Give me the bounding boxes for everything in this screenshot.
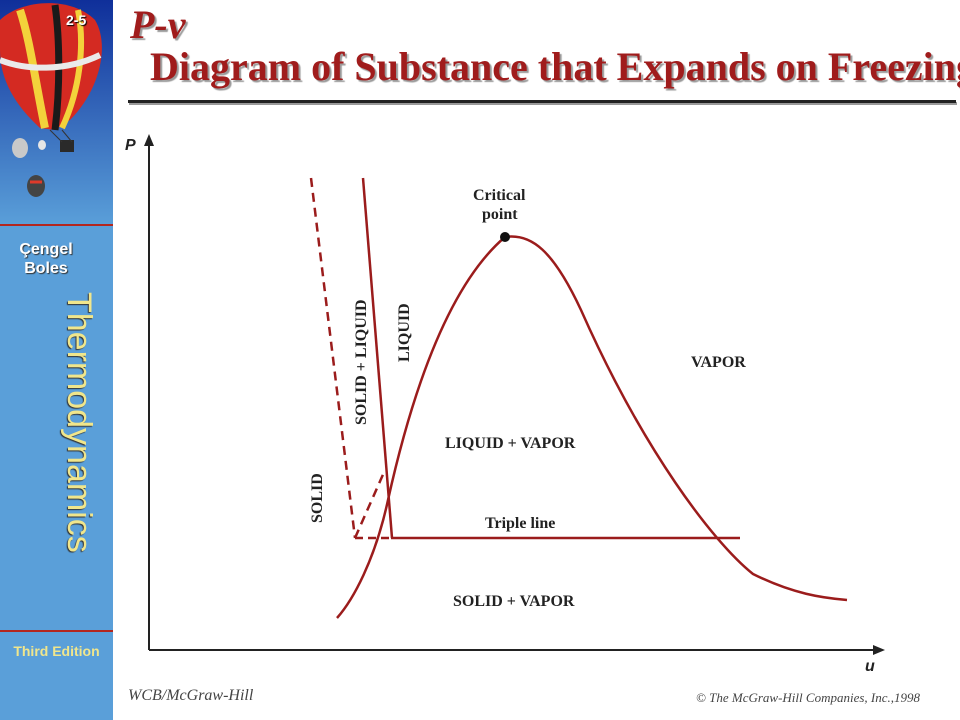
edition-label: Third Edition [13, 643, 100, 659]
author-boles: Boles [24, 260, 68, 277]
melting-line [361, 177, 394, 539]
sidebar: 2-5 Çengel Boles Thermodynamics Third Ed… [0, 0, 113, 720]
vapor-label: VAPOR [691, 354, 746, 371]
title-text: Diagram of Substance that Expands on Fre… [130, 44, 960, 89]
solid-sublimation-dashed [353, 469, 387, 539]
y-axis-label: P [125, 137, 136, 154]
x-axis-label: u [865, 658, 875, 675]
title-divider [128, 100, 956, 103]
pv-diagram: P u Critical point VAPOR LIQUID + VAPOR … [125, 134, 885, 675]
critical-label-point: point [482, 206, 518, 223]
copyright-label: © The McGraw-Hill Companies, Inc.,1998 [696, 690, 920, 705]
publisher-label: WCB/McGraw-Hill [128, 687, 254, 704]
author-cengel: Çengel [19, 241, 73, 258]
solid-liquid-label: SOLID + LIQUID [353, 299, 370, 425]
critical-label: Critical [473, 187, 526, 204]
author-names: Çengel Boles [0, 240, 92, 278]
solid-label: SOLID [309, 473, 326, 523]
slide-number: 2-5 [66, 12, 87, 28]
title-symbol: P-v [130, 2, 186, 47]
y-axis-arrow [144, 134, 154, 146]
liquid-label: LIQUID [396, 303, 413, 362]
solid-boundary-dashed [309, 177, 357, 539]
hot-air-balloons-image [0, 0, 113, 225]
critical-point-marker [500, 232, 510, 242]
book-title: Thermodynamics [60, 292, 98, 553]
liquid-vapor-label: LIQUID + VAPOR [445, 435, 576, 452]
saturation-dome-curve [336, 235, 848, 619]
x-axis-arrow [873, 645, 885, 655]
solid-vapor-label: SOLID + VAPOR [453, 593, 575, 610]
slide-title: P-v Diagram of Substance that Expands on… [130, 2, 960, 88]
triple-line-label: Triple line [485, 515, 555, 532]
